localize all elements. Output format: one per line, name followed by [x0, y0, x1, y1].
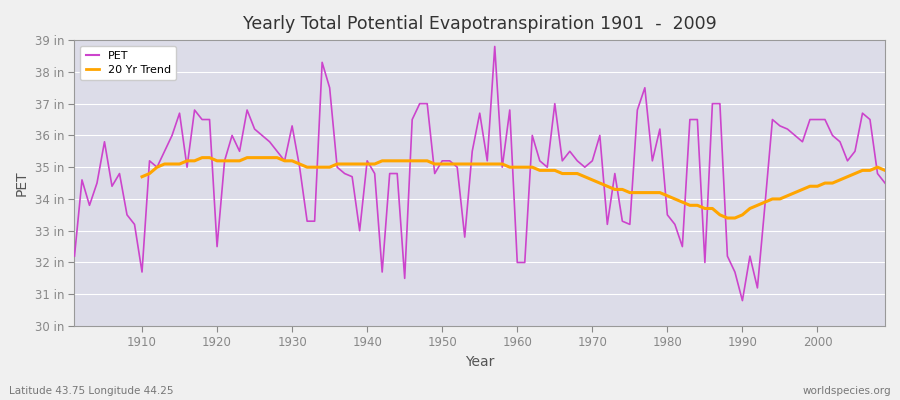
Y-axis label: PET: PET — [15, 170, 29, 196]
PET — [129, 222, 140, 227]
Title: Yearly Total Potential Evapotranspiration 1901  -  2009: Yearly Total Potential Evapotranspiratio… — [243, 15, 716, 33]
PET — [519, 260, 530, 265]
PET — [879, 181, 890, 186]
20 Yr Trend — [879, 168, 890, 173]
PET — [339, 171, 350, 176]
PET — [609, 171, 620, 176]
20 Yr Trend — [587, 178, 598, 182]
PET — [490, 44, 500, 49]
Text: worldspecies.org: worldspecies.org — [803, 386, 891, 396]
Line: 20 Yr Trend: 20 Yr Trend — [142, 158, 885, 218]
20 Yr Trend — [287, 158, 298, 163]
PET — [69, 254, 80, 258]
Line: PET: PET — [75, 46, 885, 301]
20 Yr Trend — [317, 165, 328, 170]
20 Yr Trend — [722, 216, 733, 220]
20 Yr Trend — [857, 168, 868, 173]
20 Yr Trend — [197, 155, 208, 160]
Text: Latitude 43.75 Longitude 44.25: Latitude 43.75 Longitude 44.25 — [9, 386, 174, 396]
20 Yr Trend — [834, 178, 845, 182]
20 Yr Trend — [137, 174, 148, 179]
Legend: PET, 20 Yr Trend: PET, 20 Yr Trend — [80, 46, 176, 80]
PET — [512, 260, 523, 265]
X-axis label: Year: Year — [465, 355, 494, 369]
PET — [737, 298, 748, 303]
20 Yr Trend — [526, 165, 537, 170]
PET — [294, 165, 305, 170]
